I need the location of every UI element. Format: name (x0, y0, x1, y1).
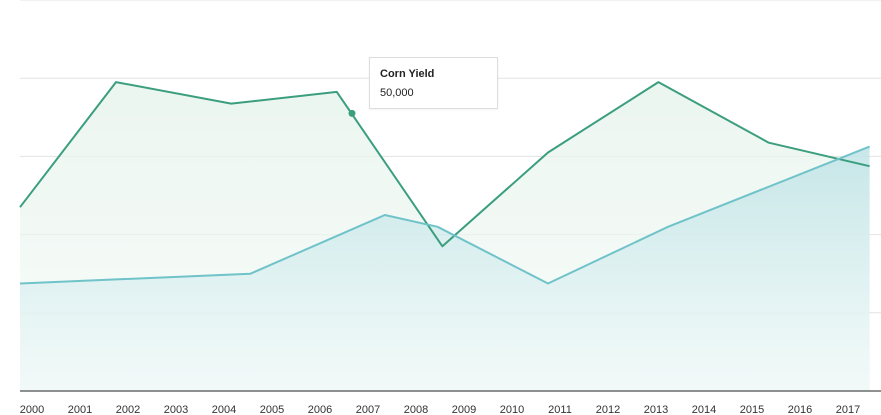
x-tick-labels: 2000 2001 2002 2003 2004 2005 2006 2007 2008 2009… (20, 404, 860, 415)
x-tick-label: 2017 (836, 404, 860, 415)
highlight-marker[interactable] (348, 109, 356, 117)
x-tick-label: 2005 (260, 404, 284, 415)
x-tick-label: 2001 (68, 404, 92, 415)
x-tick-label: 2014 (692, 404, 716, 415)
x-tick-label: 2002 (116, 404, 140, 415)
tooltip-title: Corn Yield (380, 68, 435, 80)
x-tick-label: 2010 (500, 404, 524, 415)
series-lines (19, 81, 870, 285)
x-tick-label: 2000 (20, 404, 44, 415)
x-tick-label: 2016 (788, 404, 812, 415)
x-tick-label: 2006 (308, 404, 332, 415)
tooltip-value: 50,000 (380, 87, 414, 99)
x-tick-label: 2003 (164, 404, 188, 415)
series-area-2 (20, 146, 870, 391)
series-areas (20, 82, 870, 391)
x-tick-label: 2004 (212, 404, 236, 415)
x-tick-label: 2011 (548, 404, 572, 415)
x-tick-label: 2013 (644, 404, 668, 415)
x-tick-label: 2008 (404, 404, 428, 415)
highlight-marker-group (348, 109, 356, 117)
x-tick-label: 2012 (596, 404, 620, 415)
x-tick-label: 2009 (452, 404, 476, 415)
tooltip: Corn Yield 50,000 (369, 57, 498, 109)
series-line-1 (19, 81, 870, 248)
x-tick-label: 2007 (356, 404, 380, 415)
x-tick-label: 2015 (740, 404, 764, 415)
series-line-2 (19, 145, 870, 285)
